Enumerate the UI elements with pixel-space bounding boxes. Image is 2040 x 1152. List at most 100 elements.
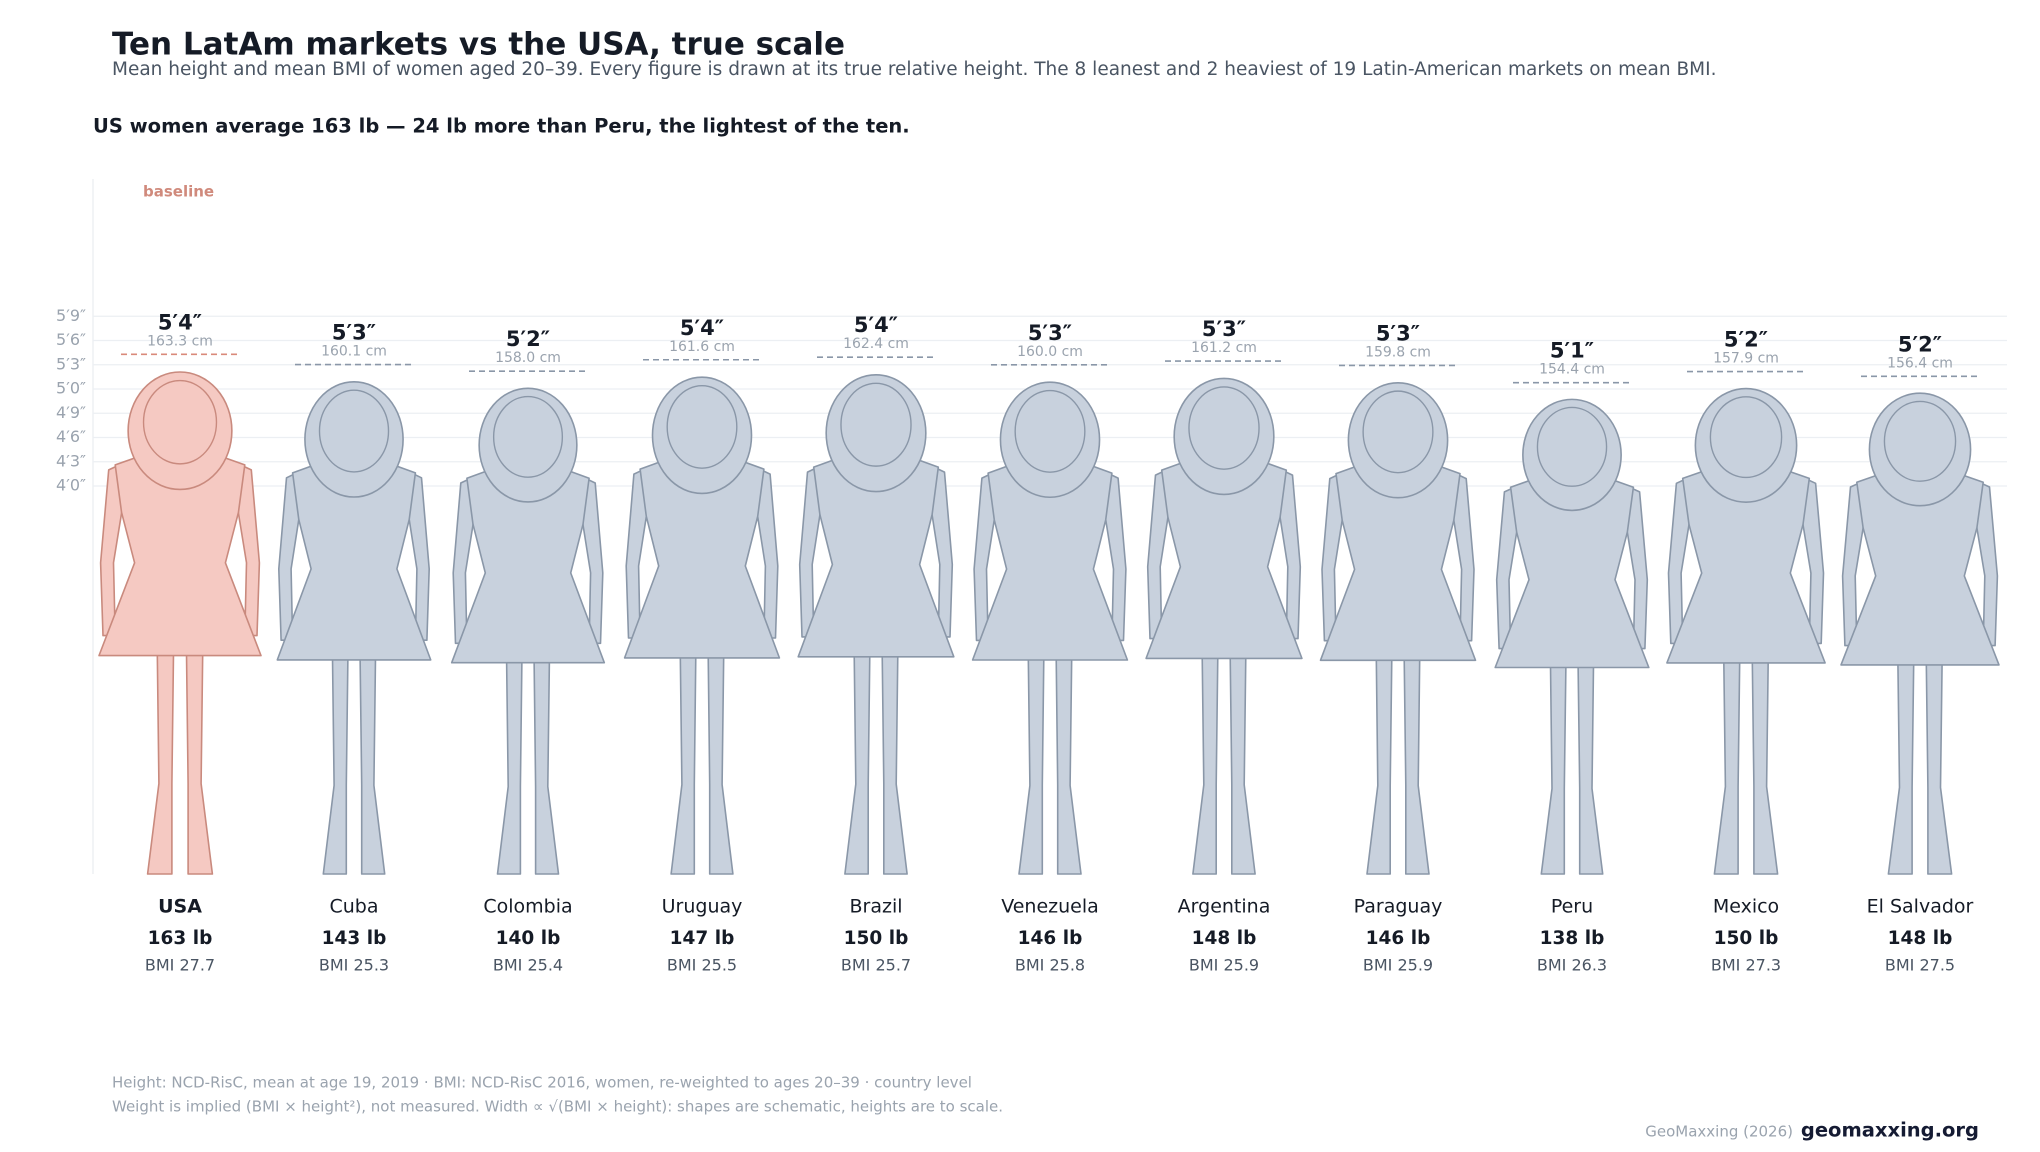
y-tick-label: 4′0″	[56, 476, 86, 495]
figure	[623, 376, 781, 875]
legend-label: baseline	[143, 183, 214, 201]
bmi-label: BMI 25.9	[1363, 956, 1433, 975]
headline: US women average 163 lb — 24 lb more tha…	[93, 115, 910, 138]
height-label: 5′4″	[158, 310, 202, 334]
y-tick-label: 5′3″	[56, 354, 86, 373]
height-label: 5′3″	[1028, 321, 1072, 345]
face	[1188, 386, 1260, 470]
head	[651, 376, 753, 495]
credit: GeoMaxxing (2026)	[1645, 1123, 1793, 1141]
head	[999, 381, 1101, 499]
leg	[496, 659, 523, 875]
height-cm-label: 161.2 cm	[1191, 340, 1257, 356]
weight-label: 163 lb	[148, 928, 213, 949]
weight-label: 146 lb	[1366, 928, 1431, 949]
dress	[1319, 460, 1477, 662]
figure	[797, 373, 955, 875]
head	[1868, 392, 1972, 507]
figure	[276, 381, 432, 875]
bmi-label: BMI 25.7	[841, 956, 911, 975]
face	[492, 395, 564, 478]
height-label: 5′4″	[680, 316, 724, 340]
site-link: geomaxxing.org	[1801, 1119, 1979, 1142]
bmi-label: BMI 25.5	[667, 956, 737, 975]
head	[304, 381, 404, 498]
weight-label: 143 lb	[322, 928, 387, 949]
bmi-label: BMI 25.4	[493, 956, 563, 975]
note: Height: NCD-RisC, mean at age 19, 2019 ·…	[112, 1074, 972, 1092]
face	[1883, 400, 1957, 482]
head	[127, 371, 233, 491]
dress	[797, 453, 955, 658]
leg	[844, 653, 871, 875]
height-label: 5′2″	[1724, 328, 1768, 352]
chart-subtitle: Mean height and mean BMI of women aged 2…	[112, 59, 1716, 80]
x-tick-label: Venezuela	[1001, 896, 1099, 918]
leg	[1366, 657, 1393, 875]
figure	[1840, 392, 2000, 875]
x-tick-label: USA	[158, 896, 202, 918]
head	[1694, 387, 1798, 503]
figure	[1319, 381, 1477, 875]
dress	[450, 465, 606, 664]
x-tick-label: El Salvador	[1867, 896, 1974, 918]
height-cm-label: 162.4 cm	[843, 336, 909, 352]
bmi-label: BMI 27.3	[1711, 956, 1781, 975]
leg	[533, 659, 560, 875]
leg	[146, 652, 175, 875]
x-tick-label: Colombia	[483, 896, 572, 918]
weight-label: 147 lb	[670, 928, 735, 949]
figure	[1494, 398, 1650, 875]
face	[142, 379, 218, 465]
bmi-label: BMI 27.5	[1885, 956, 1955, 975]
x-tick-label: Peru	[1551, 896, 1593, 918]
x-tick-label: Cuba	[329, 896, 378, 918]
figure	[1145, 377, 1303, 875]
leg	[322, 656, 349, 875]
dress	[1145, 456, 1303, 660]
x-tick-label: Paraguay	[1354, 896, 1443, 918]
leg	[1713, 659, 1741, 875]
bmi-label: BMI 26.3	[1537, 956, 1607, 975]
y-tick-label: 4′3″	[56, 451, 86, 470]
figure	[450, 387, 606, 875]
y-tick-label: 4′9″	[56, 403, 86, 422]
weight-label: 148 lb	[1888, 928, 1953, 949]
height-cm-label: 159.8 cm	[1365, 344, 1431, 360]
leg	[185, 652, 214, 875]
weight-label: 148 lb	[1192, 928, 1257, 949]
head	[825, 373, 927, 493]
leg	[670, 654, 697, 875]
height-cm-label: 160.0 cm	[1017, 344, 1083, 360]
weight-label: 138 lb	[1540, 928, 1605, 949]
dress	[1494, 474, 1650, 669]
face	[1362, 390, 1434, 474]
leg	[1055, 656, 1082, 875]
dress	[623, 455, 781, 659]
bmi-label: BMI 27.7	[145, 956, 215, 975]
height-label: 5′1″	[1550, 339, 1594, 363]
dress	[1840, 469, 2000, 666]
height-cm-label: 163.3 cm	[147, 333, 213, 349]
leg	[1018, 656, 1045, 875]
height-label: 5′2″	[1898, 332, 1942, 356]
y-tick-label: 5′0″	[56, 379, 86, 398]
figure	[98, 371, 262, 875]
head	[1522, 398, 1622, 512]
height-label: 5′3″	[1202, 317, 1246, 341]
weight-label: 150 lb	[844, 928, 909, 949]
face	[1536, 406, 1608, 487]
height-cm-label: 157.9 cm	[1713, 351, 1779, 367]
y-tick-label: 5′6″	[56, 330, 86, 349]
face	[1014, 389, 1086, 473]
leg	[1403, 657, 1430, 875]
height-cm-label: 158.0 cm	[495, 350, 561, 366]
face	[666, 384, 738, 469]
head	[478, 387, 578, 503]
head	[1347, 381, 1449, 499]
figure	[971, 381, 1129, 875]
weight-label: 140 lb	[496, 928, 561, 949]
dress	[98, 451, 262, 657]
head	[1173, 377, 1275, 496]
